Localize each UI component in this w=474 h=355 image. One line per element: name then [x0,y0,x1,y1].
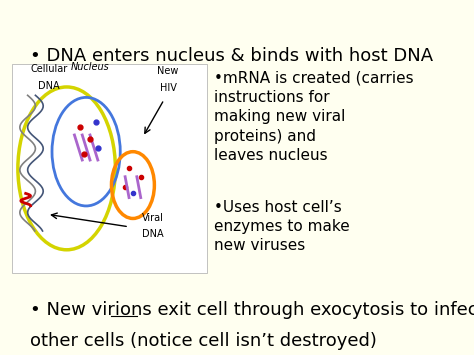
FancyBboxPatch shape [12,64,207,273]
Text: Viral: Viral [142,213,164,223]
Text: •mRNA is created (carries
instructions for
making new viral
proteins) and
leaves: •mRNA is created (carries instructions f… [214,71,414,163]
Text: New: New [157,66,179,76]
Text: DNA: DNA [142,229,163,239]
Text: Cellular: Cellular [30,64,68,74]
Text: • New virions exit cell through exocytosis to infect: • New virions exit cell through exocytos… [30,301,474,318]
Text: • DNA enters nucleus & binds with host DNA: • DNA enters nucleus & binds with host D… [30,47,433,65]
Text: Nucleus: Nucleus [71,62,109,72]
Text: •Uses host cell’s
enzymes to make
new viruses: •Uses host cell’s enzymes to make new vi… [214,200,350,253]
Text: HIV: HIV [160,83,176,93]
Text: DNA: DNA [38,81,60,91]
Text: other cells (notice cell isn’t destroyed): other cells (notice cell isn’t destroyed… [30,332,377,350]
